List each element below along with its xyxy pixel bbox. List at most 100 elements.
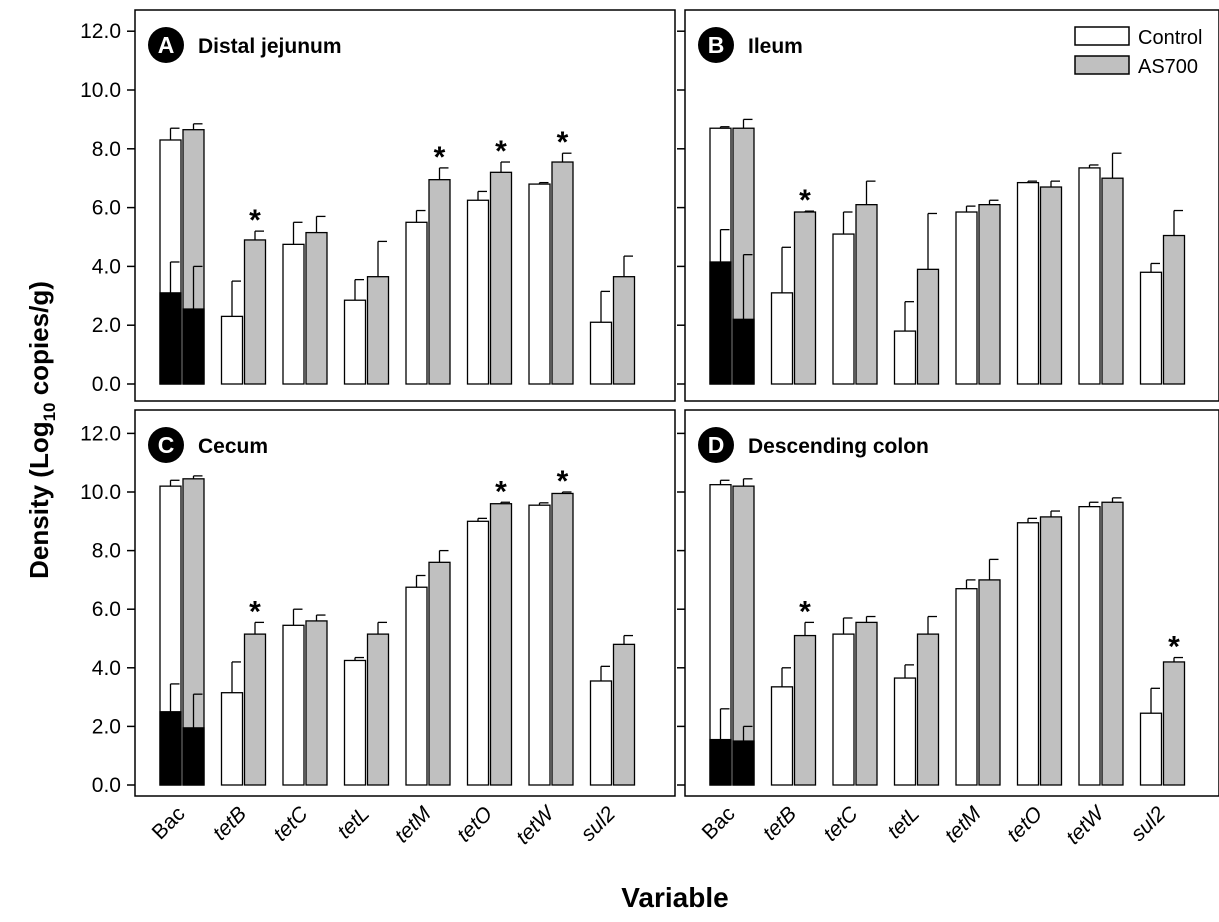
panel-letter: C: [158, 432, 175, 458]
x-tick-label: sul2: [577, 802, 621, 846]
panel-title: Ileum: [748, 35, 803, 58]
bar-control: [955, 588, 978, 786]
bar-control: [955, 211, 978, 385]
bar-as700: [243, 633, 267, 786]
panel-letter: A: [158, 32, 175, 58]
bar-as700: [978, 204, 1001, 385]
bar-as700: [428, 179, 451, 385]
y-tick-label: 6.0: [92, 197, 121, 220]
bar-control: [405, 586, 428, 786]
bar-as700: [793, 634, 817, 786]
x-tick-label: Bac: [698, 802, 740, 844]
significance-star: *: [495, 475, 507, 508]
panel-title: Descending colon: [748, 435, 929, 458]
bar-control: [220, 692, 244, 786]
bar-control: [466, 520, 490, 786]
legend-swatch-control: [1074, 26, 1130, 46]
panel-letter-badge: [148, 427, 184, 463]
x-axis-label: Variable: [621, 882, 728, 913]
panel-a: 0.0 2.0 4.0 6.0 8.0 10.0 12.0 A Distal jejunum * *…: [80, 9, 676, 402]
panel-frame: [684, 9, 1219, 402]
y-tick-label: 10.0: [80, 481, 121, 504]
y-tick-label: 4.0: [92, 657, 121, 680]
bar-bac-inner-as700: [732, 318, 755, 385]
bar-as700: [243, 239, 267, 385]
bar-control: [832, 633, 855, 786]
bar-bac-inner-as700: [732, 740, 755, 786]
y-tick-label: 8.0: [92, 138, 121, 161]
panel-letter-badge: [698, 27, 734, 63]
panel-frame: [134, 9, 676, 402]
bar-control: [589, 680, 613, 786]
bar-as700: [489, 503, 513, 786]
bar-control: [343, 659, 367, 786]
bar-as700: [366, 633, 390, 786]
bar-as700: [612, 643, 636, 786]
x-tick-label: tetC: [269, 802, 313, 846]
x-tick-label: tetW: [1062, 801, 1110, 849]
bar-control: [343, 299, 367, 385]
bar-as700: [1101, 177, 1124, 385]
x-tick-label: tetO: [453, 802, 497, 846]
panels: 0.0 2.0 4.0 6.0 8.0 10.0 12.0 A Distal jejunum * *…: [80, 9, 1219, 849]
x-tick-label: Bac: [148, 802, 190, 844]
bar-as700: [551, 492, 574, 786]
bar-as700: [916, 268, 940, 385]
bar-control: [589, 321, 613, 385]
bar-as700: [978, 579, 1001, 786]
bar-as700: [916, 633, 940, 786]
y-tick-label: 8.0: [92, 540, 121, 563]
bar-control: [1139, 712, 1163, 786]
panel-title: Cecum: [198, 435, 268, 458]
panel-frame: [134, 409, 676, 797]
legend-label-as700: AS700: [1138, 56, 1198, 78]
bar-as700: [1039, 516, 1063, 786]
bar-control: [282, 624, 305, 786]
y-axis-label: Density (Log10 copies/g): [24, 281, 59, 579]
y-axis-label-subscript: 10: [40, 402, 59, 421]
bar-as700: [489, 171, 513, 385]
significance-star: *: [1168, 631, 1180, 664]
significance-star: *: [434, 141, 446, 174]
legend-label-control: Control: [1138, 27, 1202, 49]
significance-star: *: [799, 595, 811, 628]
panel-letter-badge: [148, 27, 184, 63]
x-tick-label: tetL: [333, 802, 374, 843]
bar-control: [405, 221, 428, 385]
bar-as700: [612, 276, 636, 385]
x-tick-label: tetL: [883, 802, 924, 843]
y-axis-label-tail: copies/g): [24, 281, 54, 402]
panel-letter: D: [708, 432, 725, 458]
significance-star: *: [799, 184, 811, 217]
y-tick-label: 2.0: [92, 314, 121, 337]
bar-control: [528, 183, 551, 385]
bar-control: [832, 233, 855, 385]
bar-as700: [428, 561, 451, 786]
y-tick-label: 0.0: [92, 373, 121, 396]
y-tick-label: 10.0: [80, 79, 121, 102]
y-tick-label: 12.0: [80, 20, 121, 43]
y-tick-label: 2.0: [92, 715, 121, 738]
y-tick-label: 4.0: [92, 255, 121, 278]
x-tick-label: tetM: [940, 802, 986, 848]
x-tick-label: tetC: [819, 802, 863, 846]
panel-c: 0.0 2.0 4.0 6.0 8.0 10.0 12.0 C Cecum Bac * tetB tet…: [80, 409, 676, 849]
y-tick-label: 0.0: [92, 774, 121, 797]
y-axis-label-main: Density (Log: [24, 421, 54, 578]
bar-control: [1139, 271, 1163, 385]
bar-as700: [305, 231, 328, 385]
bar-as700: [855, 204, 878, 385]
panel-letter: B: [708, 32, 725, 58]
panel-title: Distal jejunum: [198, 35, 342, 58]
significance-star: *: [249, 204, 261, 237]
panel-frame: [684, 409, 1219, 797]
y-tick-label: 12.0: [80, 422, 121, 445]
bar-as700: [366, 276, 390, 385]
significance-star: *: [249, 595, 261, 628]
x-tick-label: tetO: [1003, 802, 1047, 846]
bar-control: [893, 677, 917, 786]
bar-as700: [305, 620, 328, 786]
bar-control: [220, 315, 244, 385]
panel-letter-badge: [698, 427, 734, 463]
